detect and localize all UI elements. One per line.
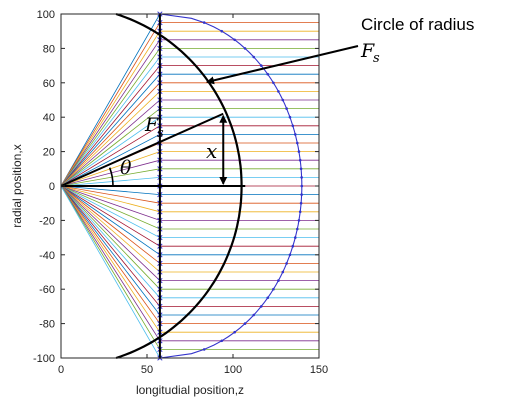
- height-label: x: [206, 139, 217, 163]
- ray-line: [60, 22, 319, 187]
- wavefront-marker: [266, 72, 270, 76]
- ray-line: [60, 185, 319, 196]
- wavefront-marker: [252, 55, 256, 59]
- ray-line: [60, 185, 319, 333]
- y-tick-label: 0: [49, 181, 55, 193]
- tick-labels: 0 50 100 150 -100 -80 -60 -40 -20 0 20 40 60 80 100: [33, 9, 328, 376]
- wavefront-marker: [266, 296, 270, 300]
- wavefront-marker: [285, 262, 288, 265]
- y-tick-label: 80: [43, 43, 55, 55]
- x-tick-label: 150: [310, 364, 328, 376]
- wavefront-marker: [281, 98, 285, 102]
- ray-line: [60, 185, 319, 350]
- geometry-construction: [60, 12, 359, 360]
- wavefront-marker: [259, 64, 263, 67]
- wavefront-marker: [233, 38, 236, 42]
- ray-line: [60, 39, 319, 187]
- wavefront-marker: [295, 227, 299, 231]
- wavefront-marker: [299, 167, 303, 171]
- svg-text:F: F: [360, 40, 375, 62]
- wavefront-marker: [220, 339, 224, 343]
- y-tick-label: -80: [39, 319, 55, 331]
- wavefront-marker: [295, 141, 299, 145]
- wavefront-marker: [285, 107, 288, 110]
- y-tick-label: -40: [39, 250, 55, 262]
- wavefront-marker: [252, 313, 256, 317]
- wavefront-marker: [297, 219, 301, 222]
- ray-line: [60, 185, 319, 213]
- y-tick-label: 60: [43, 78, 55, 90]
- wavefront-marker: [233, 330, 236, 334]
- y-tick-label: 40: [43, 112, 55, 124]
- y-tick-label: 100: [37, 9, 55, 21]
- wavefront-marker: [300, 184, 304, 188]
- wavefront-marker: [288, 115, 292, 119]
- ray-line: [60, 185, 319, 264]
- wavefront-marker: [298, 158, 302, 162]
- wavefront-marker: [300, 176, 303, 179]
- circle-callout-arrow: [206, 45, 359, 85]
- x-tick-label: 50: [141, 364, 153, 376]
- radius-line: [60, 112, 224, 187]
- wavefront-marker: [300, 193, 303, 196]
- axes: [60, 13, 320, 359]
- x-tick-label: 0: [58, 364, 64, 376]
- svg-text:s: s: [157, 126, 164, 141]
- wavefront-marker: [293, 236, 297, 239]
- wavefront-marker: [291, 244, 295, 248]
- ray-line: [60, 176, 319, 187]
- wavefront-marker: [297, 150, 301, 153]
- ray-line: [60, 108, 319, 187]
- x-axis-label: longitudial position,z: [136, 383, 244, 397]
- wavefront-marker: [272, 81, 275, 85]
- angle-label: θ: [120, 157, 132, 179]
- wavefront-marker: [288, 253, 292, 257]
- y-tick-label: -60: [39, 284, 55, 296]
- wavefront-marker: [202, 348, 206, 351]
- svg-text:F: F: [144, 114, 159, 136]
- angle-arc: [108, 167, 114, 187]
- wavefront-marker: [299, 201, 303, 205]
- y-axis-label: radial position,x: [10, 144, 24, 227]
- circle-annotation-label: Circle of radius: [361, 15, 474, 34]
- wavefront-marker: [272, 287, 275, 291]
- y-tick-label: -100: [33, 353, 55, 365]
- y-tick-label: 20: [43, 147, 55, 159]
- ray-line: [60, 159, 319, 187]
- wavefront-marker: [277, 279, 280, 282]
- x-tick-label: 100: [224, 364, 242, 376]
- wavefront-marker: [281, 270, 285, 274]
- wavefront-marker: [293, 133, 297, 136]
- wavefront-marker: [220, 29, 224, 33]
- wavefront-marker: [202, 21, 206, 24]
- wavefront-marker: [277, 90, 280, 93]
- radius-label: F s: [144, 114, 164, 141]
- wavefront-marker: [291, 124, 295, 128]
- wavefront-marker: [259, 305, 263, 308]
- circle-annotation-symbol: F s: [360, 40, 380, 66]
- wavefront-marker: [298, 210, 302, 214]
- wavefront-marker: [243, 322, 247, 325]
- wavefront-marker: [243, 47, 247, 50]
- y-tick-label: -20: [39, 215, 55, 227]
- svg-text:s: s: [373, 51, 380, 66]
